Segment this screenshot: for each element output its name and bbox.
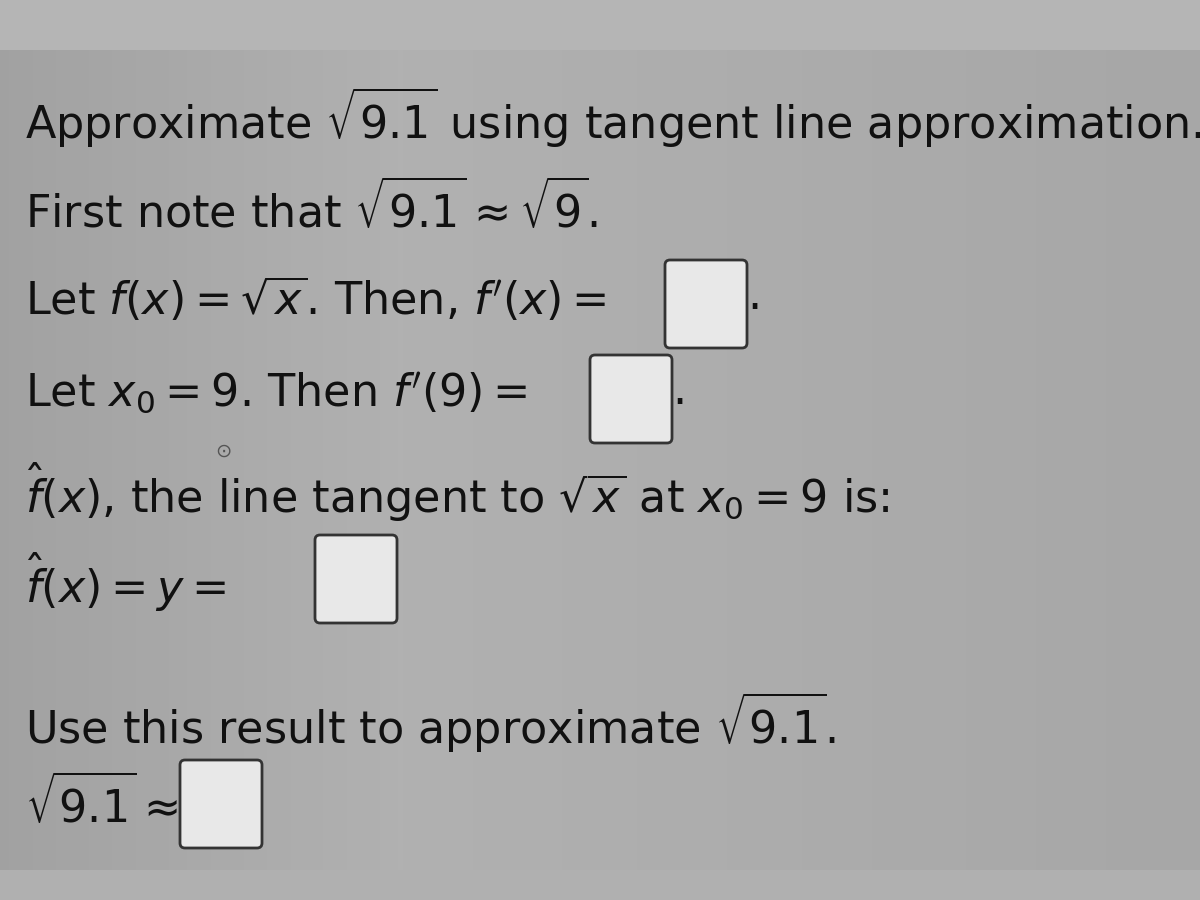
Text: $\hat{f}(x) = y =$: $\hat{f}(x) = y =$ — [25, 550, 226, 614]
FancyBboxPatch shape — [590, 355, 672, 443]
Text: .: . — [672, 370, 686, 413]
Text: $\sqrt{9.1} \approx$: $\sqrt{9.1} \approx$ — [25, 775, 178, 832]
Text: $\hat{f}(x)$, the line tangent to $\sqrt{x}$ at $x_0 = 9$ is:: $\hat{f}(x)$, the line tangent to $\sqrt… — [25, 460, 889, 524]
Text: Use this result to approximate $\sqrt{9.1}$.: Use this result to approximate $\sqrt{9.… — [25, 690, 836, 755]
Text: .: . — [746, 275, 761, 318]
Text: Let $f(x) = \sqrt{x}$. Then, $f'(x) =$: Let $f(x) = \sqrt{x}$. Then, $f'(x) =$ — [25, 275, 606, 324]
FancyBboxPatch shape — [316, 535, 397, 623]
FancyBboxPatch shape — [0, 870, 1200, 900]
FancyBboxPatch shape — [180, 760, 262, 848]
FancyBboxPatch shape — [0, 50, 1200, 870]
FancyBboxPatch shape — [0, 0, 1200, 50]
Text: Let $x_0 = 9$. Then $f'(9) =$: Let $x_0 = 9$. Then $f'(9) =$ — [25, 370, 528, 415]
FancyBboxPatch shape — [665, 260, 748, 348]
Text: $\odot$: $\odot$ — [215, 442, 232, 461]
Text: Approximate $\sqrt{9.1}$ using tangent line approximation.: Approximate $\sqrt{9.1}$ using tangent l… — [25, 85, 1200, 149]
Text: First note that $\sqrt{9.1} \approx \sqrt{9}$.: First note that $\sqrt{9.1} \approx \sqr… — [25, 180, 599, 237]
